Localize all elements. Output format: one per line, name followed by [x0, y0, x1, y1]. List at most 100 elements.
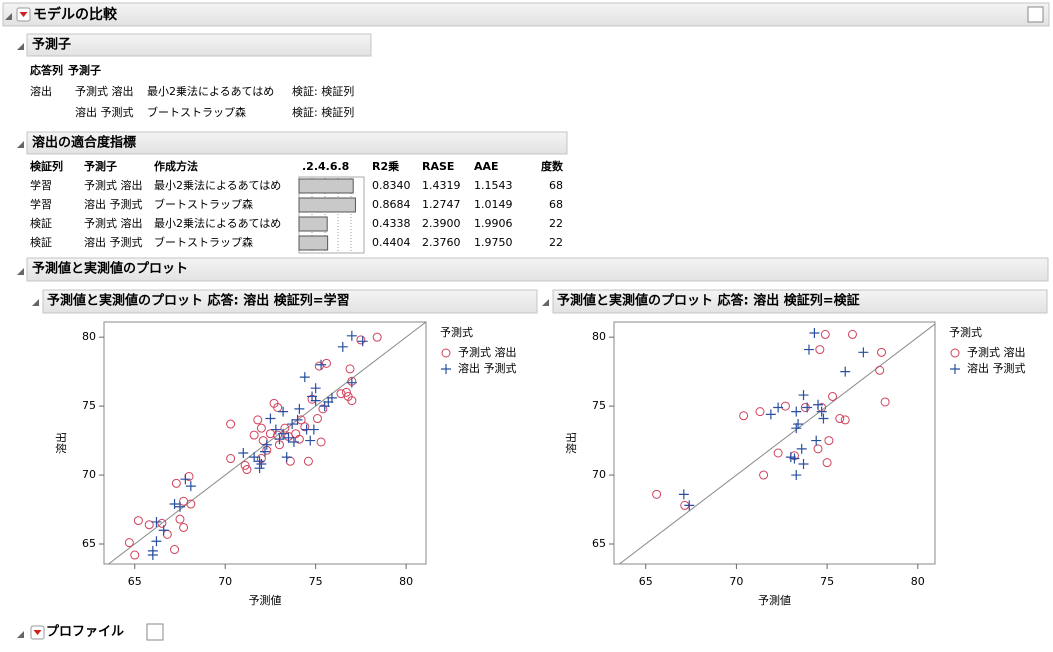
legend-title: 予測式 [440, 325, 473, 339]
table-cell: 0.4338 [372, 217, 411, 230]
y-axis-label: 溶出 [54, 432, 68, 454]
point [300, 422, 310, 432]
column-header: 予測子 [84, 159, 117, 173]
section-bar [26, 131, 568, 155]
disclosure[interactable] [17, 43, 24, 50]
disclosure[interactable] [32, 299, 39, 306]
point [260, 446, 270, 457]
table-cell: 最小2乗法によるあてはめ [154, 216, 281, 230]
point [813, 444, 823, 454]
disclosure[interactable] [5, 13, 12, 20]
point [238, 447, 249, 458]
legend-label: 予測式 溶出 [967, 345, 1026, 359]
point [813, 399, 824, 410]
point [798, 459, 809, 470]
point [824, 436, 834, 446]
point [875, 365, 885, 375]
point [308, 424, 319, 435]
point [144, 520, 154, 530]
chart-title: 予測値と実測値のプロット 応答: 溶出 検証列=検証 [557, 293, 860, 309]
section-bar [26, 33, 372, 57]
header-bar [2, 2, 1050, 27]
point [809, 328, 820, 339]
predictor-cell: 検証: 検証列 [292, 105, 354, 119]
disclosure[interactable] [17, 268, 24, 275]
point [791, 423, 802, 434]
pin-icon[interactable] [146, 623, 164, 641]
table-cell: 1.4319 [422, 179, 461, 192]
point [273, 402, 283, 412]
point [372, 332, 382, 342]
point [847, 329, 857, 339]
disclosure[interactable] [17, 141, 24, 148]
disclosure[interactable] [17, 631, 24, 638]
table-cell: 0.8340 [372, 179, 411, 192]
point [877, 347, 886, 357]
x-axis-label: 予測値 [249, 593, 282, 607]
predictor-cell: 溶出 予測式 [75, 105, 134, 119]
point [346, 377, 357, 388]
point [305, 435, 316, 446]
legend-marker [441, 364, 451, 374]
point [240, 460, 250, 470]
r2-bar [298, 197, 356, 213]
point [147, 550, 158, 561]
table-cell: 予測式 溶出 [84, 216, 143, 230]
point [281, 452, 292, 463]
point [652, 489, 662, 499]
point [283, 432, 294, 443]
point [316, 437, 326, 447]
r2-bar [298, 235, 329, 251]
x-tick-label: 70 [729, 575, 743, 588]
y-axis-label: 溶出 [564, 432, 578, 454]
point [341, 387, 351, 397]
point [226, 454, 236, 464]
point [818, 413, 829, 424]
table-cell: 1.1543 [474, 179, 513, 192]
point [310, 395, 321, 406]
point [254, 456, 265, 467]
point [803, 344, 814, 355]
point [816, 406, 827, 417]
point [815, 345, 825, 355]
column-header: RASE [422, 160, 454, 173]
y-tick-label: 70 [82, 468, 96, 481]
point [356, 335, 366, 345]
table-cell: 溶出 予測式 [84, 197, 143, 211]
disclosure[interactable] [542, 299, 549, 306]
point [678, 489, 689, 500]
column-header: 検証列 [30, 159, 63, 173]
point [318, 404, 328, 414]
table-cell: 検証 [30, 216, 52, 230]
x-tick-label: 65 [639, 575, 653, 588]
pin-icon[interactable] [1027, 6, 1044, 23]
point [265, 429, 275, 439]
point [278, 406, 289, 417]
point [253, 415, 263, 425]
column-header: 応答列 [30, 63, 63, 77]
point [274, 434, 285, 445]
y-tick-label: 75 [82, 399, 96, 412]
plot-frame [613, 321, 936, 565]
menu-arrow [33, 630, 42, 635]
legend-label: 予測式 溶出 [458, 345, 517, 359]
page-title: モデルの比較 [33, 6, 118, 23]
table-cell: 最小2乗法によるあてはめ [154, 178, 281, 192]
section-bar [42, 289, 538, 314]
table-cell: 溶出 予測式 [84, 235, 143, 249]
x-tick-label: 80 [399, 575, 413, 588]
chart-title: 予測値と実測値のプロット 応答: 溶出 検証列=学習 [47, 293, 350, 309]
point [337, 341, 348, 352]
section-title: 予測子 [32, 37, 71, 53]
section-title: 予測値と実測値のプロット [32, 261, 188, 277]
x-tick-label: 75 [309, 575, 323, 588]
table-cell: 1.0149 [474, 198, 513, 211]
table-cell: 22 [549, 217, 563, 230]
point [828, 391, 838, 401]
point [820, 329, 830, 339]
point [130, 550, 140, 560]
point [789, 453, 800, 464]
point [249, 452, 260, 463]
x-tick-label: 70 [218, 575, 232, 588]
section-bar [552, 289, 1048, 314]
